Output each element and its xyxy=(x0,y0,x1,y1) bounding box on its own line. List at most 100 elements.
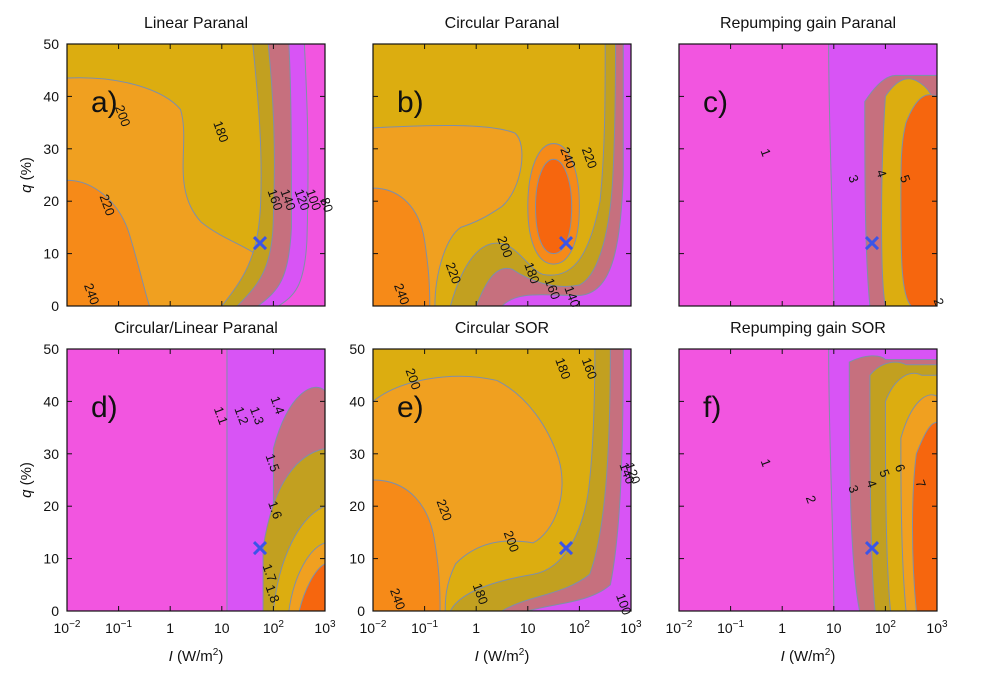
contour-label: 1 xyxy=(758,457,775,469)
x-tick-label: 102 xyxy=(875,619,897,636)
contour-label: 240 xyxy=(387,586,409,612)
panel-label: f) xyxy=(703,391,721,424)
plot-frame xyxy=(66,348,326,612)
contour-label: 180 xyxy=(521,260,543,286)
contour-label: 1.2 xyxy=(231,405,251,427)
contour-label: 220 xyxy=(579,145,601,171)
x-tick-label: 10 xyxy=(214,620,230,636)
y-axis-label: q (%) xyxy=(18,157,35,193)
contour-label: 160 xyxy=(542,276,564,302)
x-tick-label: 103 xyxy=(314,619,336,636)
x-tick-label: 103 xyxy=(620,619,642,636)
contour-label: 1.1 xyxy=(211,405,231,427)
y-axis-label: q (%) xyxy=(18,462,35,498)
x-tick-label: 10−2 xyxy=(54,619,81,636)
y-tick-label: 40 xyxy=(43,393,59,409)
contour-label: 160 xyxy=(265,187,287,213)
contour-label: 240 xyxy=(81,281,103,307)
y-tick-label: 0 xyxy=(51,603,59,619)
heatmap-region-red xyxy=(912,421,937,611)
y-tick-label: 0 xyxy=(357,603,365,619)
y-tick-label: 0 xyxy=(51,298,59,314)
heatmap-region-violet xyxy=(527,349,631,611)
heatmap-region-red xyxy=(900,94,937,306)
panel-title: Repumping gain SOR xyxy=(730,320,886,337)
contour-label: 1.4 xyxy=(267,394,287,416)
plot-frame xyxy=(372,348,632,612)
x-tick-label: 1 xyxy=(778,620,786,636)
panel-label: b) xyxy=(397,86,424,119)
contour-label: 1.5 xyxy=(262,452,282,474)
contour-label: 120 xyxy=(291,187,313,213)
contour-label: 2 xyxy=(931,296,948,308)
x-tick-label: 102 xyxy=(569,619,591,636)
contour-label: 200 xyxy=(112,103,134,129)
plot-frame xyxy=(66,43,326,307)
panel-title: Repumping gain Paranal xyxy=(720,15,896,32)
heatmap-region-red xyxy=(298,563,325,611)
panel-label: e) xyxy=(397,391,424,424)
contour-label: 140 xyxy=(561,284,583,310)
contour-label: 240 xyxy=(391,281,413,307)
contour-label: 200 xyxy=(403,366,425,392)
y-tick-label: 30 xyxy=(43,446,59,462)
x-tick-label: 10−2 xyxy=(360,619,387,636)
contour-label: 140 xyxy=(616,460,638,486)
plot-frame xyxy=(372,43,632,307)
y-tick-label: 10 xyxy=(43,246,59,262)
panel-title: Linear Paranal xyxy=(144,15,248,32)
contour-label: 3 xyxy=(845,483,862,495)
contour-label: 200 xyxy=(501,529,523,555)
x-tick-label: 1 xyxy=(166,620,174,636)
panel-c: Repumping gain Paranal c) 1 3 4 5 2 xyxy=(678,15,948,308)
y-tick-label: 50 xyxy=(349,341,365,357)
panel-d: Circular/Linear Paranal d) 1.1 1.21.3 1.4 1.5… xyxy=(18,320,336,665)
contour-label: 80 xyxy=(317,196,336,215)
contour-label: 180 xyxy=(210,119,232,145)
contour-label: 1 xyxy=(758,147,775,159)
contour-label: 140 xyxy=(277,187,299,213)
heatmap-region-darkorange xyxy=(67,179,151,306)
panel-title: Circular Paranal xyxy=(445,15,560,32)
y-tick-label: 50 xyxy=(43,341,59,357)
heatmap-fills xyxy=(67,44,325,306)
panel-label: c) xyxy=(703,86,728,119)
plot-frame xyxy=(678,43,938,307)
marker-x xyxy=(252,541,268,556)
panel-label: d) xyxy=(91,391,118,424)
x-tick-label: 102 xyxy=(263,619,285,636)
contour-label: 2 xyxy=(803,493,820,505)
contour-label: 220 xyxy=(434,497,456,523)
contour-label: 1.8 xyxy=(262,583,282,605)
y-tick-label: 20 xyxy=(349,498,365,514)
heatmap-fills xyxy=(679,44,937,306)
heatmap-fills xyxy=(679,349,937,611)
plot-frame xyxy=(678,348,938,612)
heatmap-region-olive xyxy=(449,349,631,611)
marker-x xyxy=(864,541,880,556)
contour-label: 7 xyxy=(912,478,929,490)
contour-label: 180 xyxy=(552,356,574,382)
y-tick-label: 20 xyxy=(43,193,59,209)
heatmap-region-magenta xyxy=(277,44,325,306)
contour-label: 1.3 xyxy=(247,405,267,427)
contour-label: 120 xyxy=(622,460,644,486)
y-tick-label: 40 xyxy=(349,393,365,409)
heatmap-fills xyxy=(67,349,325,611)
heatmap-fills xyxy=(373,44,631,306)
heatmap-region-red xyxy=(535,158,573,255)
contour-label: 3 xyxy=(845,173,862,185)
x-tick-label: 10−1 xyxy=(105,619,132,636)
y-tick-label: 40 xyxy=(43,88,59,104)
panel-label: a) xyxy=(91,86,118,119)
contour-label: 240 xyxy=(557,145,579,171)
heatmap-region-violet xyxy=(501,44,631,306)
x-tick-label: 10−1 xyxy=(717,619,744,636)
heatmap-region-darkorange xyxy=(373,187,431,306)
x-axis-label: I (W/m2) xyxy=(475,647,530,665)
contour-label: 220 xyxy=(443,260,465,286)
contour-label: 200 xyxy=(494,234,516,260)
